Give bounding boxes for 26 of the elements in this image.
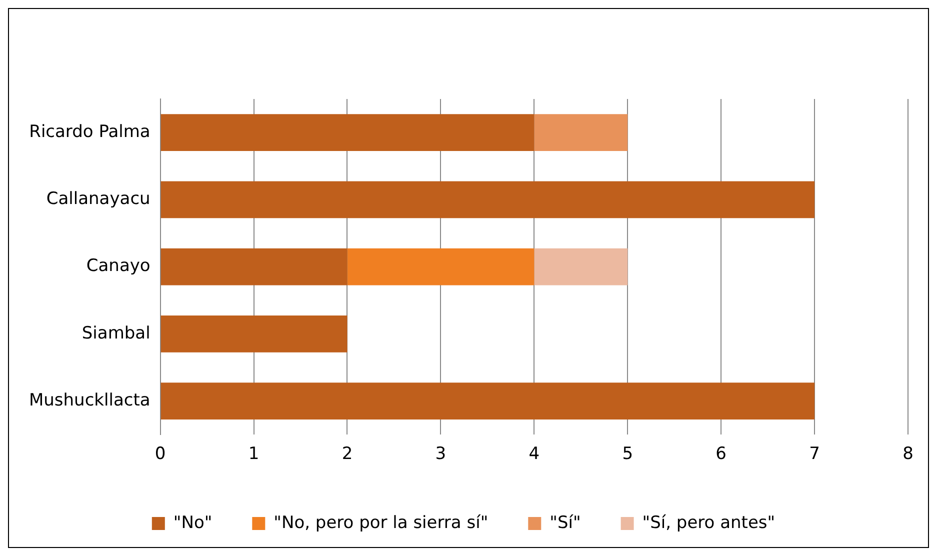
bar (160, 181, 815, 218)
y-tick-label: Mushuckllacta (28, 390, 150, 410)
bar (347, 248, 534, 286)
x-tick-label: 8 (902, 444, 914, 464)
legend-label: "No, pero por la sierra sí" (274, 512, 488, 533)
y-tick-label: Ricardo Palma (29, 122, 150, 142)
x-tick-label: 7 (809, 444, 820, 464)
x-tick-label: 6 (716, 444, 726, 464)
bar (160, 248, 348, 286)
bar (160, 315, 348, 352)
legend-label: "Sí, pero antes" (642, 512, 776, 533)
y-tick-label: Siambal (82, 323, 150, 344)
x-tick-label: 0 (154, 444, 166, 464)
y-tick-label: Callanayacu (46, 189, 150, 210)
x-tick-label: 1 (248, 444, 260, 464)
x-tick-label: 5 (622, 444, 634, 464)
bar (534, 114, 628, 152)
legend-label: "No" (173, 512, 212, 533)
x-tick-label: 3 (435, 444, 446, 464)
x-tick-label: 2 (342, 444, 353, 464)
bar (534, 248, 628, 286)
x-tick-label: 4 (528, 444, 540, 464)
bar (160, 382, 815, 420)
legend-label: "Sí" (550, 512, 581, 533)
bar (160, 114, 534, 152)
y-tick-label: Canayo (86, 256, 150, 276)
